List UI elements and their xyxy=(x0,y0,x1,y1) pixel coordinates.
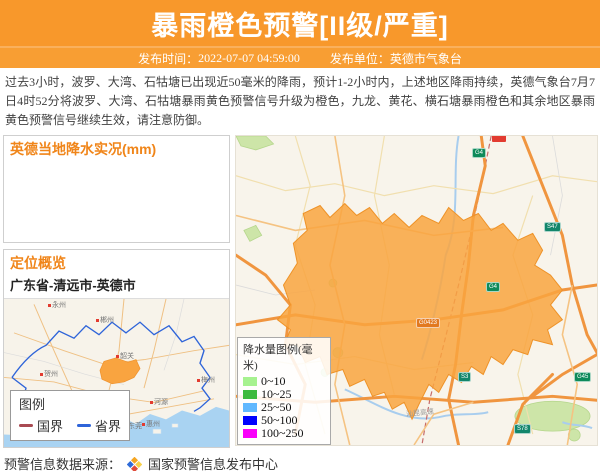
left-column: 英德当地降水实况(mm) 定位概览 广东省-清远市-英德市 xyxy=(3,135,230,448)
legend-color-swatch xyxy=(243,377,257,386)
mini-map-legend-rows: 国界 省界 xyxy=(19,416,121,435)
road-shield-label: G4 xyxy=(486,282,501,292)
publish-unit-value: 英德市气象台 xyxy=(389,51,462,66)
city-label: 河源 xyxy=(150,399,168,406)
publish-unit-label: 发布单位： xyxy=(329,51,390,66)
mini-legend-item: 省界 xyxy=(77,416,121,435)
publish-time-value: 2022-07-07 04:59:00 xyxy=(198,50,300,65)
city-label: 贺州 xyxy=(40,371,58,378)
road-shield-label: S47 xyxy=(544,222,561,232)
city-marker-icon xyxy=(116,354,119,358)
local-precipitation-panel: 英德当地降水实况(mm) xyxy=(3,135,230,243)
precipitation-panel-title: 英德当地降水实况(mm) xyxy=(10,141,157,157)
city-marker-icon xyxy=(40,372,43,376)
legend-range-label: 25~50 xyxy=(261,400,292,414)
road-shield-label: S78 xyxy=(514,424,531,434)
mini-legend-item: 国界 xyxy=(19,416,63,435)
legend-color-swatch xyxy=(243,416,257,425)
precip-legend-row: 100~250 xyxy=(243,426,325,440)
breadcrumb: 广东省-清远市-英德市 xyxy=(10,278,136,293)
boundary-type-label: 省界 xyxy=(95,419,122,434)
main-map[interactable]: 汕昆高速 G4 S47 G0423 G4 S3 S78 G45 降水量图例(毫米) 0~10… xyxy=(235,135,598,446)
footer-line1: 预警信息数据来源： 国家预警信息发布中心 xyxy=(4,454,596,471)
city-marker-icon xyxy=(48,303,51,307)
city-label: 郴州 xyxy=(96,317,114,324)
road-shield-label: G45 xyxy=(574,372,592,382)
precip-legend-row: 0~10 xyxy=(243,374,325,388)
content-row: 英德当地降水实况(mm) 定位概览 广东省-清远市-英德市 xyxy=(3,135,598,448)
precip-legend-row: 50~100 xyxy=(243,413,325,427)
mini-map-legend-title: 图例 xyxy=(19,397,46,412)
mini-map-warning-region xyxy=(99,357,141,385)
warning-source-label: 预警信息数据来源： xyxy=(4,457,122,471)
legend-color-swatch xyxy=(243,403,257,412)
mini-map-legend: 图例 国界 省界 xyxy=(10,390,131,441)
warning-source-value: 国家预警信息发布中心 xyxy=(148,457,279,471)
city-label: 韶关 xyxy=(116,353,134,360)
warning-description: 过去3小时，波罗、大湾、石牯塘已出现近50毫米的降雨，预计1-2小时内，上述地区… xyxy=(5,75,595,127)
boundary-type-label: 国界 xyxy=(37,419,64,434)
legend-color-swatch xyxy=(243,390,257,399)
boundary-line-swatch xyxy=(77,424,92,427)
location-panel-title: 定位概览 xyxy=(10,255,66,271)
city-label: 永州 xyxy=(48,302,66,309)
header: 暴雨橙色预警[II级/严重] xyxy=(0,0,600,46)
boundary-line-swatch xyxy=(19,424,33,427)
city-marker-icon xyxy=(142,422,145,426)
precip-legend-row: 25~50 xyxy=(243,400,325,414)
precip-legend-items: 0~10 10~25 25~50 50~100 100~250 xyxy=(243,374,325,440)
page-title: 暴雨橙色预警[II级/严重] xyxy=(151,10,449,41)
city-marker-icon xyxy=(150,400,153,404)
location-overview-panel: 定位概览 广东省-清远市-英德市 xyxy=(3,249,230,448)
city-marker-icon xyxy=(96,318,99,322)
warning-region-polygon xyxy=(276,202,564,421)
legend-range-label: 100~250 xyxy=(261,426,304,440)
road-shield-label: G4 xyxy=(472,148,487,158)
road-shield-label: G0423 xyxy=(416,318,441,328)
province-boundary xyxy=(11,321,211,412)
precipitation-legend-title: 降水量图例(毫米) xyxy=(243,344,313,372)
legend-color-swatch xyxy=(243,429,257,438)
legend-range-label: 10~25 xyxy=(261,387,292,401)
road-shield-label: S3 xyxy=(458,372,472,382)
publish-time-label: 发布时间： xyxy=(138,51,199,66)
city-marker-icon xyxy=(197,378,200,382)
publish-info-bar: 发布时间： 2022-07-07 04:59:00 发布单位： 英德市气象台 xyxy=(0,46,600,68)
precip-legend-row: 10~25 xyxy=(243,387,325,401)
npwic-logo-icon xyxy=(127,457,143,471)
precipitation-legend: 降水量图例(毫米) 0~10 10~25 25~50 50~100 100~250 xyxy=(237,337,331,445)
city-label: 梅州 xyxy=(197,377,215,384)
legend-range-label: 0~10 xyxy=(261,374,286,388)
city-label: 惠州 xyxy=(142,421,160,428)
legend-range-label: 50~100 xyxy=(261,413,298,427)
main-map-graphic xyxy=(236,136,597,445)
station-warning-marker[interactable] xyxy=(492,136,506,142)
footer: 预警信息数据来源： 国家预警信息发布中心 气象数据来源：中国气象局全国自动站实况 xyxy=(0,448,600,471)
